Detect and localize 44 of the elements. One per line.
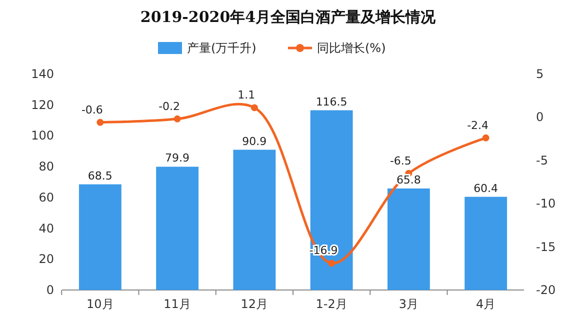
y-tick-label: 80 [38,160,54,174]
y2-tick-label: -15 [536,240,556,254]
y-tick-label: 60 [38,190,54,204]
data-label: 90.9 [242,134,267,148]
bar [156,166,199,290]
y-tick-label: 0 [46,283,54,297]
bar [233,150,276,290]
point [482,134,490,142]
data-label: 79.9 [165,152,190,165]
y2-tick-label: -5 [536,153,548,168]
data-label: -0.6 [81,103,103,116]
point [250,104,258,112]
x-tick-label: 4月 [476,297,496,311]
y2-tick-label: 0 [536,110,544,124]
point [96,118,104,126]
data-label: -6.5 [390,154,412,168]
x-tick-label: 11月 [164,297,191,311]
x-tick-label: 3月 [398,297,419,311]
data-label: 60.4 [474,182,498,195]
y-tick-label: 120 [31,98,54,112]
y2-tick-label: 5 [536,67,544,81]
y-tick-label: 20 [38,252,54,266]
point [174,115,181,122]
data-label: 68.5 [88,169,112,182]
bar [387,188,430,290]
y2-tick-label: -10 [536,196,556,211]
bar [310,110,353,290]
bar [78,184,122,290]
y-tick-label: 40 [38,221,54,236]
data-label: -2.4 [467,118,489,132]
x-tick-label: 12月 [240,297,268,311]
x-tick-label: 1-2月 [316,297,348,311]
point [328,260,336,267]
x-tick-label: 10月 [86,297,114,311]
data-label: -0.2 [158,100,180,113]
legend-label: 同比增长(%) [317,41,386,55]
y-tick-label: 100 [31,128,54,143]
data-label: 116.5 [316,95,348,108]
bar [464,196,508,290]
legend-label: 产量(万千升) [187,41,256,55]
y2-tick-label: -20 [536,283,556,297]
chart-title: 2019-2020年4月全国白酒产量及增长情况 [140,8,437,26]
y-tick-label: 140 [31,67,54,81]
data-label: 1.1 [238,88,256,102]
